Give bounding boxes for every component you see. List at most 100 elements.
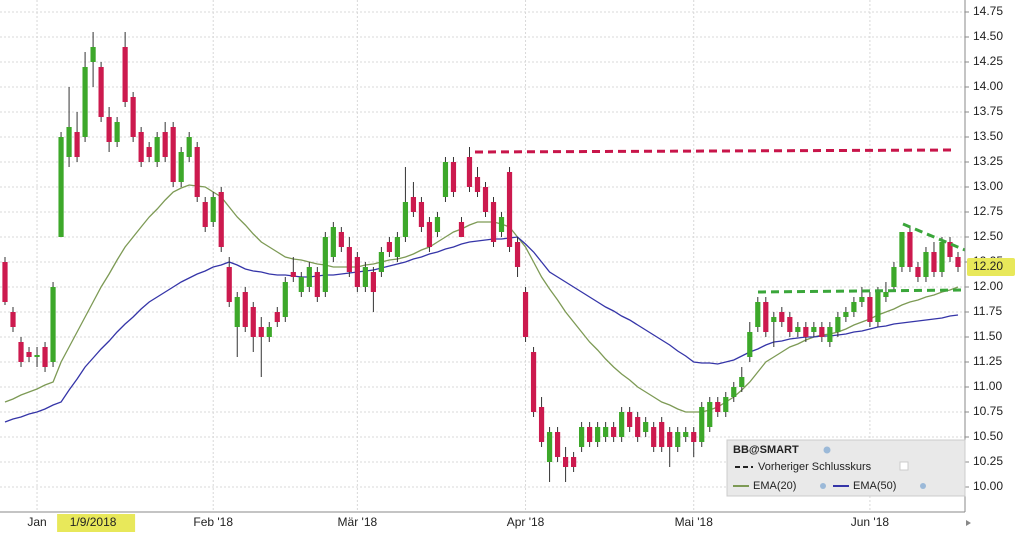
candle-body (474, 177, 481, 192)
x-highlight (57, 514, 136, 532)
candle-body (931, 252, 937, 272)
candle-body (66, 127, 72, 157)
y-tick-label: 11.75 (973, 304, 1002, 318)
y-tick-label: 10.25 (973, 454, 1003, 468)
support-line (757, 288, 963, 294)
legend-icon[interactable] (820, 483, 826, 489)
ema-line (4, 236, 959, 423)
candle-body (546, 432, 553, 462)
candle-body (106, 117, 112, 142)
candle-body (851, 302, 857, 312)
candle-body (635, 417, 641, 437)
candle-body (779, 312, 785, 322)
y-tick-label: 10.00 (973, 479, 1003, 493)
candle-body (146, 147, 152, 157)
candle-body (258, 327, 264, 337)
candle-body (939, 242, 945, 272)
y-tick-label: 14.00 (973, 79, 1003, 93)
candle-body (611, 427, 617, 437)
candle-body (827, 327, 833, 342)
candle-body (603, 427, 609, 437)
candle-body (955, 257, 961, 267)
y-tick-label: 13.75 (973, 104, 1003, 118)
candles (2, 32, 961, 482)
candle-body (458, 222, 465, 237)
y-tick-label: 13.50 (973, 129, 1003, 143)
candle-body (274, 312, 280, 322)
candle-body (90, 47, 96, 62)
candle-body (859, 297, 865, 302)
candle-body (162, 132, 168, 157)
y-tick-label: 14.50 (973, 29, 1003, 43)
candle-body (210, 197, 216, 222)
candle-body (627, 412, 633, 427)
candle-body (10, 312, 16, 327)
candle-body (338, 232, 344, 247)
candle-body (290, 272, 296, 277)
candle-body (883, 292, 889, 297)
candle-body (562, 457, 569, 467)
candle-body (234, 297, 240, 327)
y-tick-label: 12.75 (973, 204, 1003, 218)
candle-body (242, 292, 248, 327)
resistance-line (474, 148, 956, 154)
ema-lines (4, 184, 959, 423)
candle-body (538, 407, 545, 442)
scroll-arrow[interactable] (966, 520, 971, 526)
candle-body (651, 427, 657, 447)
legend-icon[interactable] (920, 483, 926, 489)
candle-body (514, 242, 521, 267)
axis-labels: 10.00 10.25 10.50 10.75 11.00 11.25 11.50 11.75… (27, 4, 1015, 532)
candle-body (306, 267, 312, 287)
candle-body (346, 247, 352, 272)
y-tick-label: 14.75 (973, 4, 1003, 18)
candle-body (771, 317, 777, 322)
candle-body (442, 162, 449, 197)
y-tick-label: 12.50 (973, 229, 1003, 243)
candle-body (418, 202, 425, 227)
candle-body (378, 252, 384, 272)
candle-body (426, 222, 433, 247)
candle-body (723, 397, 729, 412)
candle-body (643, 422, 649, 432)
candle-body (587, 427, 593, 442)
candle-body (819, 327, 825, 337)
candle-body (218, 192, 224, 247)
candle-body (226, 267, 232, 302)
legend-icon[interactable] (823, 446, 831, 454)
candle-body (170, 127, 176, 182)
last-price-label: 12.20 (973, 259, 1003, 273)
candle-body (130, 97, 136, 137)
legend-title: BB@SMART (733, 444, 799, 456)
candle-body (490, 202, 497, 242)
y-tick-label: 11.50 (973, 329, 1002, 343)
x-tick-label: 1/9/2018 (70, 515, 117, 529)
candle-body (122, 47, 128, 102)
candle-body (803, 327, 809, 337)
candle-body (667, 432, 673, 447)
candle-body (194, 147, 200, 197)
candle-body (18, 342, 24, 362)
candle-body (466, 157, 473, 187)
candle-body (434, 217, 441, 232)
candle-body (747, 332, 753, 357)
legend-label: EMA(50) (853, 480, 896, 492)
y-tick-label: 13.00 (973, 179, 1003, 193)
candle-body (186, 137, 192, 157)
candle-body (506, 172, 513, 247)
candle-body (402, 202, 409, 237)
candle-body (867, 297, 873, 322)
x-tick-label: Apr '18 (507, 515, 545, 529)
x-tick-label: Mär '18 (338, 515, 378, 529)
candle-body (707, 402, 713, 427)
y-tick-label: 11.25 (973, 354, 1002, 368)
candle-body (74, 132, 80, 157)
legend-checkbox[interactable] (899, 461, 909, 471)
trend-line (902, 222, 966, 252)
candle-body (26, 352, 32, 357)
candle-body (795, 327, 801, 332)
candle-body (34, 355, 40, 357)
candle-body (410, 197, 417, 212)
candle-body (659, 422, 665, 447)
